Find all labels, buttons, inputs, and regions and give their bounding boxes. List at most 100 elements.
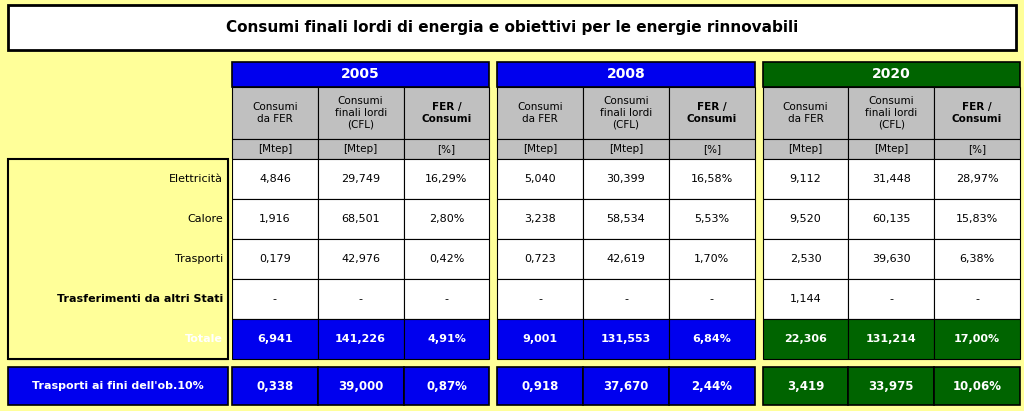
Text: 17,00%: 17,00% <box>954 334 1000 344</box>
Text: -: - <box>624 294 628 304</box>
Text: Elettricità: Elettricità <box>169 174 223 184</box>
Text: Trasporti: Trasporti <box>175 254 223 264</box>
Text: 22,306: 22,306 <box>784 334 827 344</box>
Text: -: - <box>539 294 543 304</box>
Text: 2,530: 2,530 <box>790 254 821 264</box>
Text: 15,83%: 15,83% <box>956 214 998 224</box>
Text: 6,38%: 6,38% <box>959 254 994 264</box>
Text: 42,976: 42,976 <box>341 254 380 264</box>
Bar <box>934 87 1020 139</box>
Text: 2008: 2008 <box>606 67 645 81</box>
Bar <box>934 139 1020 159</box>
Text: 5,53%: 5,53% <box>694 214 729 224</box>
Bar <box>669 87 755 139</box>
Text: Calore: Calore <box>187 214 223 224</box>
Bar <box>8 159 228 199</box>
Text: 1,916: 1,916 <box>259 214 291 224</box>
Text: -: - <box>444 294 449 304</box>
Bar <box>317 199 403 239</box>
Bar <box>669 239 755 279</box>
Bar <box>232 87 317 139</box>
Bar <box>934 279 1020 319</box>
Bar <box>669 367 755 405</box>
Bar <box>849 367 934 405</box>
Bar <box>8 239 228 279</box>
Text: 9,520: 9,520 <box>790 214 821 224</box>
Bar <box>498 159 583 199</box>
Text: Consumi
da FER: Consumi da FER <box>782 102 828 124</box>
Text: [Mtep]: [Mtep] <box>258 144 292 154</box>
Text: 3,419: 3,419 <box>786 379 824 393</box>
Bar <box>403 139 489 159</box>
Bar <box>583 199 669 239</box>
Text: Totale: Totale <box>185 334 223 344</box>
Text: 1,144: 1,144 <box>790 294 821 304</box>
Bar <box>583 87 669 139</box>
Bar <box>403 87 489 139</box>
Text: -: - <box>889 294 893 304</box>
Text: 42,619: 42,619 <box>606 254 645 264</box>
Text: 3,238: 3,238 <box>524 214 556 224</box>
Bar <box>8 279 228 319</box>
Bar <box>849 159 934 199</box>
Text: Trasferimenti da altri Stati: Trasferimenti da altri Stati <box>56 294 223 304</box>
Text: Trasporti ai fini dell'ob.10%: Trasporti ai fini dell'ob.10% <box>32 381 204 391</box>
Bar <box>8 199 228 239</box>
Text: 37,670: 37,670 <box>603 379 648 393</box>
Bar <box>403 367 489 405</box>
Bar <box>934 239 1020 279</box>
Text: [Mtep]: [Mtep] <box>874 144 908 154</box>
Text: 68,501: 68,501 <box>341 214 380 224</box>
Text: Consumi
da FER: Consumi da FER <box>517 102 563 124</box>
Text: 1,70%: 1,70% <box>694 254 729 264</box>
Bar <box>498 87 583 139</box>
Text: 6,84%: 6,84% <box>692 334 731 344</box>
Text: 9,112: 9,112 <box>790 174 821 184</box>
Text: 2,44%: 2,44% <box>691 379 732 393</box>
Bar <box>763 87 849 139</box>
Text: 141,226: 141,226 <box>335 334 386 344</box>
Text: FER /
Consumi: FER / Consumi <box>421 102 472 124</box>
Text: 29,749: 29,749 <box>341 174 380 184</box>
Text: 2,80%: 2,80% <box>429 214 464 224</box>
Bar <box>8 159 232 359</box>
Bar <box>498 139 583 159</box>
Text: 2005: 2005 <box>341 67 380 81</box>
Text: 58,534: 58,534 <box>606 214 645 224</box>
Bar <box>583 139 669 159</box>
Text: -: - <box>710 294 714 304</box>
Text: [Mtep]: [Mtep] <box>523 144 557 154</box>
Text: 131,214: 131,214 <box>866 334 916 344</box>
Text: 39,630: 39,630 <box>872 254 910 264</box>
Bar <box>8 319 228 359</box>
Bar <box>583 279 669 319</box>
Bar <box>849 319 934 359</box>
Bar <box>669 279 755 319</box>
Bar <box>763 279 849 319</box>
Text: Consumi
finali lordi
(CFL): Consumi finali lordi (CFL) <box>865 97 918 129</box>
Bar <box>934 367 1020 405</box>
Text: 30,399: 30,399 <box>606 174 645 184</box>
Bar <box>498 199 583 239</box>
Bar <box>8 159 228 359</box>
Bar <box>934 199 1020 239</box>
Text: 131,553: 131,553 <box>601 334 651 344</box>
Text: 16,29%: 16,29% <box>425 174 468 184</box>
Bar <box>317 87 403 139</box>
Text: 6,941: 6,941 <box>257 334 293 344</box>
Text: 0,179: 0,179 <box>259 254 291 264</box>
Bar <box>498 279 583 319</box>
Bar <box>403 239 489 279</box>
Text: 0,338: 0,338 <box>256 379 294 393</box>
Text: 0,42%: 0,42% <box>429 254 464 264</box>
Bar <box>232 319 317 359</box>
Text: 33,975: 33,975 <box>868 379 914 393</box>
Bar <box>232 62 489 87</box>
Bar <box>763 139 849 159</box>
Bar <box>232 367 317 405</box>
Bar <box>849 279 934 319</box>
Text: 0,723: 0,723 <box>524 254 556 264</box>
Bar <box>403 279 489 319</box>
Text: 60,135: 60,135 <box>872 214 910 224</box>
Bar <box>583 239 669 279</box>
